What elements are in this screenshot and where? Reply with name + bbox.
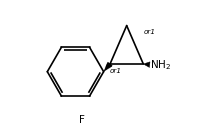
Text: NH$_2$: NH$_2$	[150, 58, 172, 72]
Text: F: F	[79, 115, 85, 125]
Text: or1: or1	[144, 29, 156, 35]
Text: or1: or1	[110, 68, 122, 74]
Polygon shape	[143, 62, 150, 67]
